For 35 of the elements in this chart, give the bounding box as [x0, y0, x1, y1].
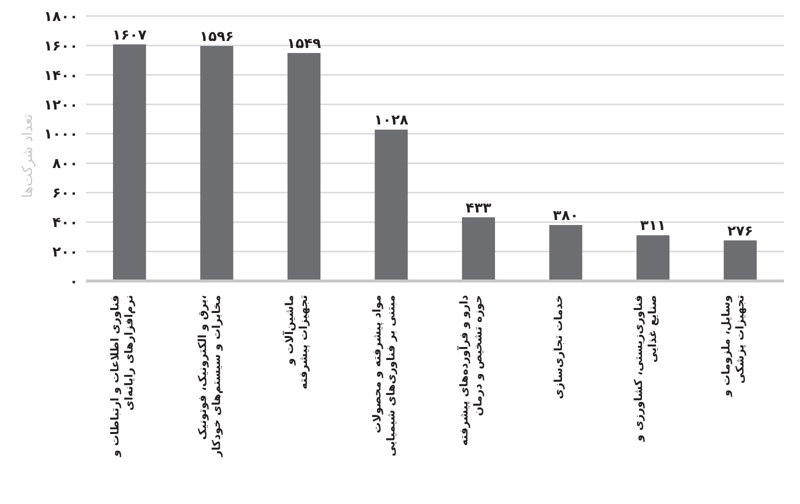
x-tick-label: وسایل، ملزومات و تجهیزات پزشکی [719, 294, 746, 398]
y-tick-label: ۱۲۰۰ [44, 97, 78, 114]
y-tick-label: ۱۸۰۰ [44, 8, 78, 25]
x-tick-label: خدمات تجاری‌سازی [552, 295, 565, 400]
data-label: ۳۱۱ [640, 218, 666, 234]
bar [462, 217, 495, 281]
y-tick-label: ۸۰۰ [52, 156, 78, 172]
bar [288, 52, 320, 281]
data-label: ۴۳۳ [466, 200, 492, 216]
bar [374, 130, 408, 281]
x-tick-label: مواد پیشرفته و محصولات مبتنی بر فناوری‌های شیمیایی [370, 295, 398, 456]
y-tick-label: ۰ [69, 274, 78, 290]
bar [549, 225, 582, 281]
data-label: ۱۵۴۹ [286, 36, 322, 52]
bar [636, 235, 670, 281]
x-tick-label: فناوری‌زیستی، کشاورزی و صنایع غذایی [632, 295, 660, 442]
data-label: ۳۸۰ [552, 208, 579, 224]
x-tick-label: دارو و فرآورده‌های پیشرفته حوزه تشخیص و درمان [456, 294, 485, 446]
data-label: ۱۵۹۶ [200, 29, 234, 46]
bar [200, 46, 234, 281]
y-tick-label: ۱۰۰۰ [44, 126, 78, 143]
y-tick-label: ۴۰۰ [52, 215, 78, 232]
x-tick-label: فناوری اطلاعات و ارتباطات و نرم‌افزارهای رایانه‌ای [108, 295, 136, 458]
y-tick-label: ۶۰۰ [52, 186, 78, 202]
y-tick-label: ۲۰۰ [52, 244, 78, 261]
data-label: ۱۰۲۸ [374, 112, 409, 129]
x-tick-label: برق و الکترونیک، فوتونیک، مخابرات و سیستم‌های خودکار [196, 295, 223, 458]
data-label: ۲۷۶ [727, 223, 754, 240]
x-tick-label: ماشین‌آلات و تجهیزات پیشرفته [282, 295, 310, 390]
bar [113, 44, 146, 281]
y-axis-title: تعداد شرکت‌ها [20, 112, 36, 200]
bar [724, 240, 757, 281]
y-tick-label: ۱۴۰۰ [44, 68, 78, 84]
y-tick-label: ۱۶۰۰ [44, 38, 78, 54]
data-label: ۱۶۰۷ [112, 27, 148, 44]
